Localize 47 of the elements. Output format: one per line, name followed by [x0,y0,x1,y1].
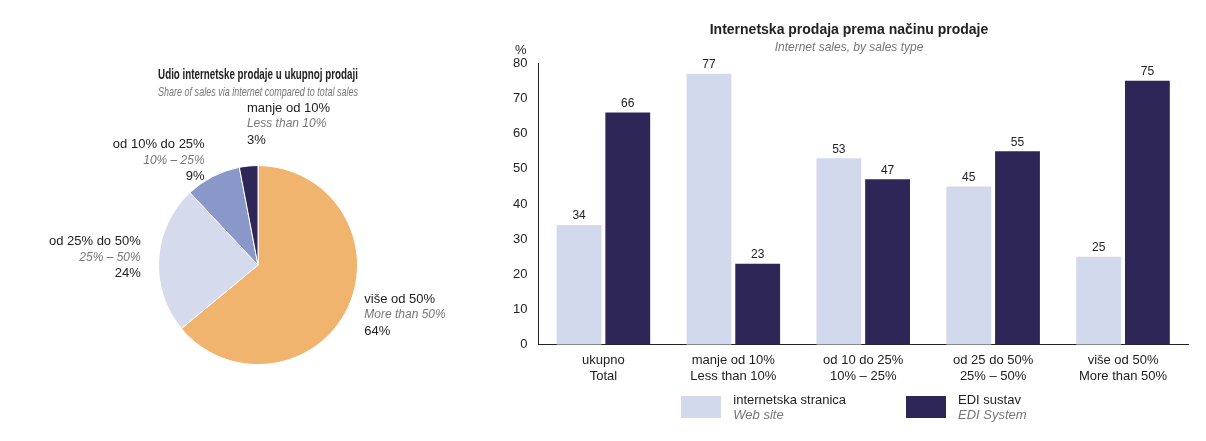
data-label: 23 [751,247,765,262]
data-label: 3% [246,131,267,147]
bar [686,73,732,345]
slice-label: od 10% do 25% 10% – 25% [112,135,206,167]
bar [946,186,992,345]
y-tick-label: 40 [512,195,528,211]
chart-title: Internetska prodaja prema načinu prodaje [709,21,989,38]
bar [605,112,651,345]
data-label: 53 [832,141,846,156]
bar [556,225,602,345]
chart-subtitle: Internet sales, by sales type [774,40,924,55]
y-tick-label: 50 [512,160,528,176]
x-tick-label: od 25 do 50% 25% – 50% [953,352,1034,383]
slice-label: od 25% do 50% 25% – 50% [48,233,142,265]
y-tick-label: 30 [512,230,528,246]
bar [816,158,862,345]
bar [735,263,781,345]
legend-label: EDI sustav EDI System [958,392,1027,422]
chart-title: Udio internetske prodaje u ukupnoj prodaji [158,66,358,83]
bar [865,179,910,345]
slice-label: manje od 10% Less than 10% [246,99,331,131]
x-tick-label: od 10 do 25% 10% – 25% [823,352,904,383]
y-tick-label: 20 [512,265,528,281]
x-tick-label: ukupno Total [582,352,625,383]
data-label: 47 [880,162,895,177]
legend-label: internetska stranica Web site [733,392,847,422]
slice-label: više od 50% More than 50% [364,290,447,322]
data-label: 45 [962,169,976,184]
y-tick-label: 10 [512,301,528,317]
data-label: 55 [1010,134,1025,149]
bar [995,151,1040,345]
data-label: 9% [185,167,206,183]
x-tick-label: manje od 10% Less than 10% [690,352,777,383]
data-label: 66 [621,95,635,110]
y-tick-label: 0 [520,336,528,352]
chart-subtitle: Share of sales via internet compared to total sales [158,85,359,99]
data-label: 77 [702,57,716,72]
y-tick-label: 60 [512,125,528,141]
data-label: 25 [1092,240,1106,255]
bar [1124,80,1170,345]
data-label: 24% [114,265,142,281]
data-label: 64% [364,322,391,338]
x-tick-label: više od 50% More than 50% [1078,352,1168,383]
data-label: 75 [1140,64,1155,79]
data-label: 34 [572,208,587,223]
y-tick-label: 70 [512,89,528,105]
bar [1076,256,1122,345]
